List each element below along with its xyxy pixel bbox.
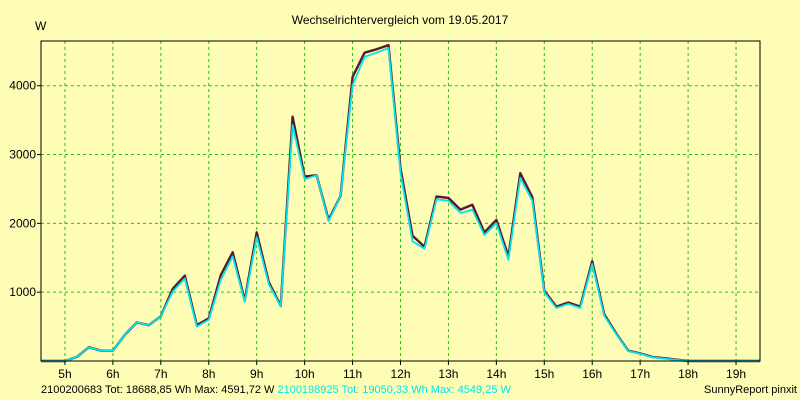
series-layer <box>41 43 760 363</box>
x-tick-label: 11h <box>343 367 362 381</box>
y-tick-label: 3000 <box>9 148 36 162</box>
x-tick-label: 19h <box>726 367 746 381</box>
x-tick-label: 14h <box>486 367 506 381</box>
x-tick-label: 10h <box>295 367 315 381</box>
x-tick-label: 12h <box>390 367 410 381</box>
x-tick-label: 17h <box>630 367 650 381</box>
y-axis-ticks: 1000 2000 3000 4000 <box>9 79 41 299</box>
footer-series-summary: 2100198925 Tot: 19050,33 Wh Max: 4549,25… <box>274 384 511 396</box>
y-tick-label: 2000 <box>9 216 36 230</box>
x-tick-label: 18h <box>678 367 698 381</box>
x-tick-label: 13h <box>438 367 458 381</box>
x-tick-label: 6h <box>106 367 119 381</box>
footer-series-summary: 2100200683 Tot: 18688,85 Wh Max: 4591,72… <box>41 384 275 396</box>
x-tick-label: 16h <box>582 367 602 381</box>
grid <box>41 41 760 361</box>
y-axis-unit-label: W <box>35 19 47 33</box>
x-tick-label: 15h <box>534 367 554 381</box>
footer-summary: 2100200683 Tot: 18688,85 Wh Max: 4591,72… <box>41 384 511 396</box>
y-tick-label: 1000 <box>9 285 36 299</box>
y-tick-label: 4000 <box>9 79 36 93</box>
chart-title: Wechselrichtervergleich vom 19.05.2017 <box>292 13 509 27</box>
series-line-2100198925 <box>41 47 760 362</box>
brand-label: SunnyReport pinxit <box>704 384 797 396</box>
x-tick-label: 9h <box>250 367 263 381</box>
x-tick-label: 5h <box>58 367 71 381</box>
x-axis-ticks: 5h 6h 7h 8h 9h 10h 11h 12h 13h 14h 15h 16h 17h 18h 19h <box>58 361 746 381</box>
x-tick-label: 7h <box>154 367 167 381</box>
x-tick-label: 8h <box>202 367 215 381</box>
